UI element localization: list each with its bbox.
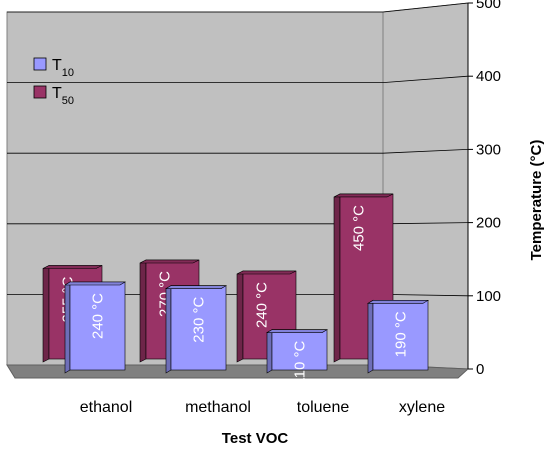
bar-side <box>165 285 172 374</box>
x-axis-categories: ethanol methanol toluene xylene <box>80 399 445 416</box>
data-label: 240 °C <box>254 282 271 328</box>
bar-side <box>333 193 341 363</box>
data-label: 110 °C <box>292 341 309 386</box>
y-tick-label: 400 <box>476 68 501 85</box>
bar-top <box>333 193 394 198</box>
bar-side <box>42 265 50 363</box>
data-label: 230 °C <box>191 296 208 342</box>
data-label: 450 °C <box>351 205 368 251</box>
bar-top <box>236 270 297 275</box>
bar-10-toluene: 110 °C <box>265 329 329 386</box>
y-tick-label: 100 <box>476 288 501 305</box>
gridline-side <box>382 222 469 225</box>
bar-side <box>139 259 147 363</box>
legend-swatch <box>33 85 47 99</box>
x-axis-title: Test VOC <box>222 430 289 447</box>
bar-top <box>63 281 127 286</box>
y-tick-label: 0 <box>476 361 484 378</box>
bar-side <box>367 299 374 374</box>
y-axis-title: Temperature (°C) <box>528 140 545 261</box>
bar-front <box>271 329 328 371</box>
bar-top <box>265 329 329 333</box>
x-category-label: toluene <box>297 399 350 416</box>
y-tick-label: 500 <box>476 0 501 12</box>
gridline-side <box>382 294 469 297</box>
bar-10-xylene: 190 °C <box>366 299 430 374</box>
bar-top <box>164 285 228 289</box>
bar-front <box>69 281 126 371</box>
data-label: 190 °C <box>393 311 410 357</box>
gridline-side <box>382 75 469 83</box>
bar-10-ethanol: 240 °C <box>63 281 127 374</box>
gridline-side <box>382 2 469 13</box>
x-category-label: methanol <box>185 399 251 416</box>
bar-side <box>236 270 244 363</box>
data-label: 240 °C <box>90 293 107 339</box>
bar-10-methanol: 230 °C <box>164 285 228 374</box>
gridline-side <box>382 149 469 154</box>
x-category-label: ethanol <box>80 399 133 416</box>
y-tick-label: 300 <box>476 141 501 158</box>
bar-front <box>170 285 227 371</box>
x-category-label: xylene <box>399 399 445 416</box>
y-tick-label: 200 <box>476 215 501 232</box>
bar-side <box>266 329 273 374</box>
bar-front <box>372 300 429 371</box>
legend-swatch <box>33 57 47 71</box>
bar-side <box>64 281 71 374</box>
bar-top <box>139 259 200 264</box>
bar-top <box>366 300 430 304</box>
bar-top <box>42 265 103 269</box>
y-axis-ticks: 0 100 200 300 400 500 <box>467 0 501 378</box>
